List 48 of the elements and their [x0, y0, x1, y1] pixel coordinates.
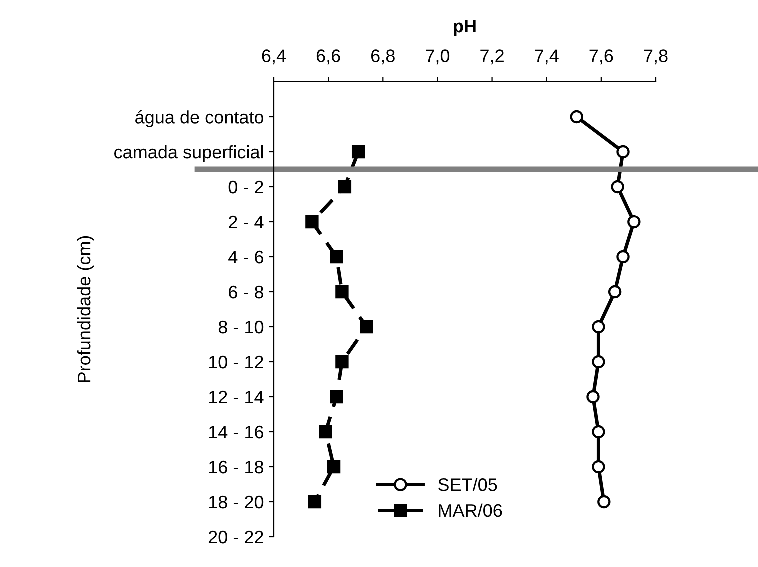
point [616, 250, 630, 264]
x-tick-label: 7,0 [426, 50, 450, 65]
point [360, 320, 374, 334]
y-tick-label: 12 - 14 [209, 390, 264, 404]
y-tick-label: 20 - 22 [208, 530, 264, 544]
point [336, 355, 349, 369]
y-axis-title: Profundidade (cm) [77, 236, 94, 382]
point [327, 460, 341, 474]
point [611, 180, 624, 194]
y-tick-label: 6 - 8 [229, 286, 264, 299]
point [592, 425, 606, 439]
point [570, 110, 584, 124]
point [330, 390, 344, 404]
y-tick-label: 2 - 4 [229, 216, 264, 229]
point [592, 320, 606, 334]
point [338, 180, 352, 194]
point [608, 285, 622, 299]
point [592, 460, 606, 474]
y-tick-label: 10 - 12 [209, 356, 264, 369]
x-tick-label: 7,6 [590, 50, 614, 65]
point [308, 495, 322, 509]
x-tick-label: 6,4 [262, 50, 286, 65]
y-tick-label: 18 - 20 [209, 496, 264, 509]
x-tick-label: 7,2 [480, 50, 504, 65]
legend-label: MAR/06 [439, 504, 502, 518]
point [628, 215, 641, 229]
point [592, 355, 606, 369]
point [616, 145, 630, 159]
y-tick-label: água de contato [136, 110, 264, 128]
point [330, 250, 344, 264]
y-tick-label: 8 - 10 [218, 320, 264, 334]
x-tick-label: 6,8 [372, 50, 395, 65]
point [319, 425, 332, 439]
x-tick-label: 7,8 [644, 50, 668, 65]
y-tick-label: 0 - 2 [228, 180, 264, 194]
x-tick-label: 7,4 [535, 50, 559, 65]
y-tick-label: 14 - 16 [209, 426, 264, 439]
y-tick-label: camada superficial [114, 145, 264, 162]
legend-label: SET/05 [438, 478, 498, 492]
point [598, 495, 611, 509]
point [352, 145, 366, 159]
y-tick-label: 16 - 18 [209, 460, 264, 474]
point [336, 285, 349, 299]
x-tick-label: 6,6 [316, 50, 340, 65]
x-axis-title: pH [454, 20, 476, 36]
point [586, 390, 600, 404]
point [306, 215, 319, 229]
y-tick-label: 4 - 6 [228, 250, 264, 264]
